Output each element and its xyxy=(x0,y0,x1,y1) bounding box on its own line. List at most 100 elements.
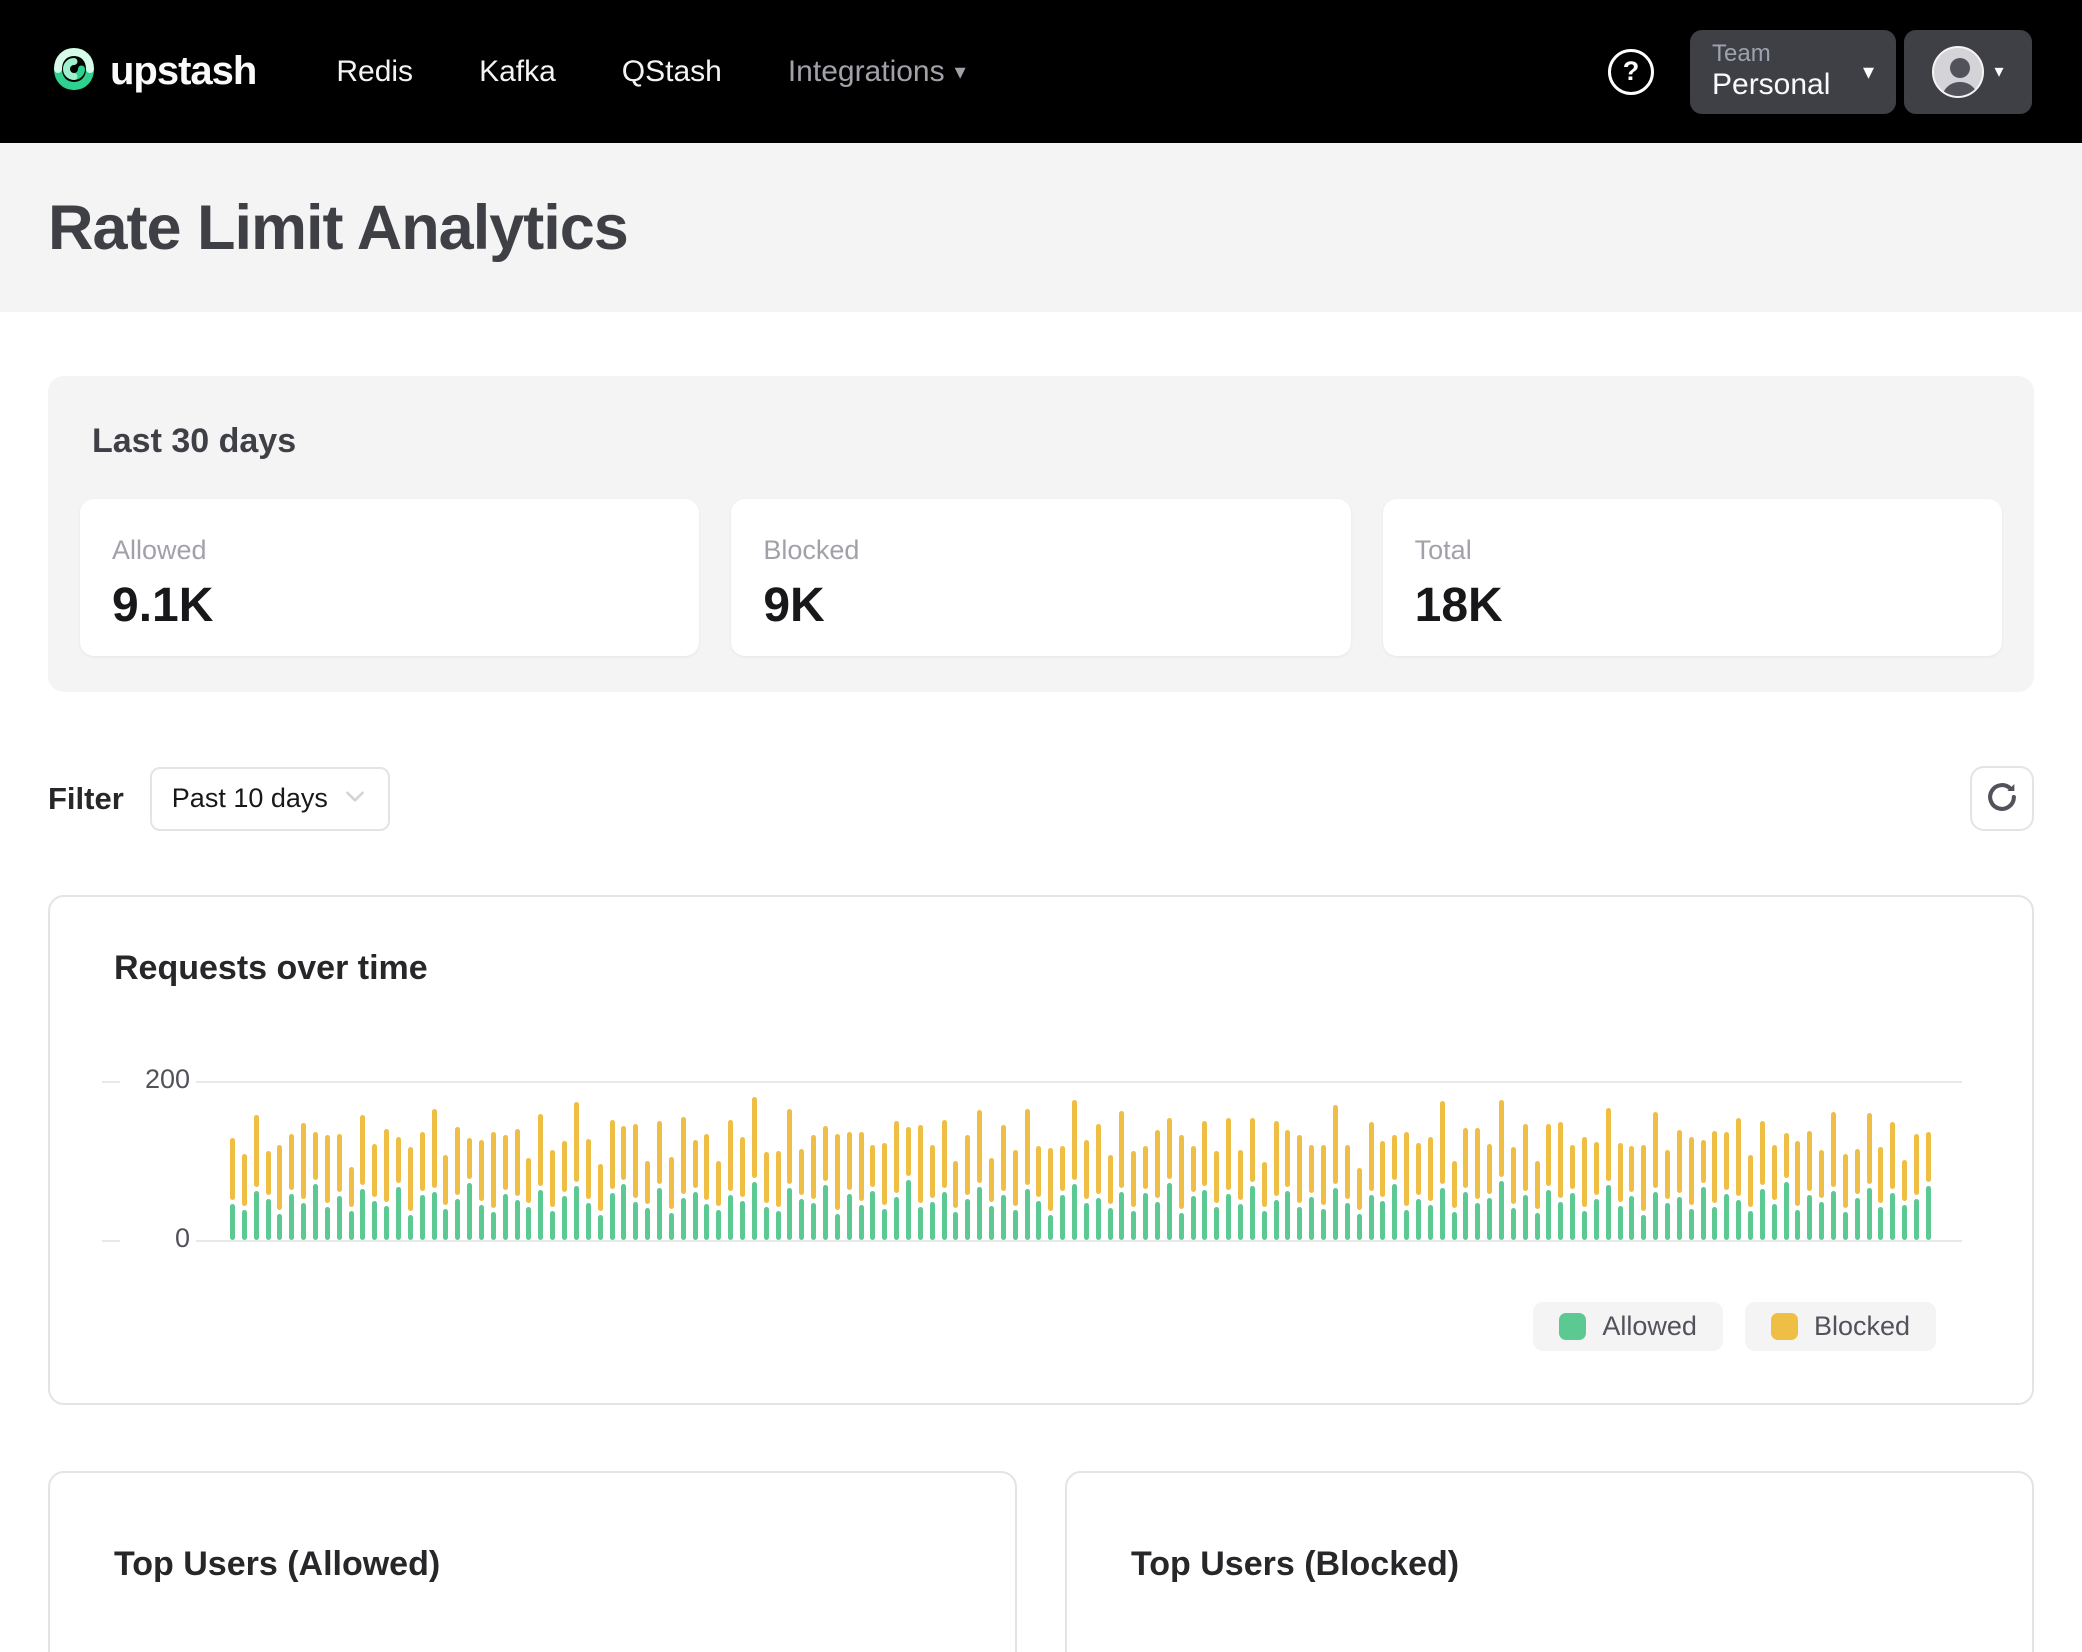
bar-92 xyxy=(1321,1145,1326,1240)
nav-link-qstash[interactable]: QStash xyxy=(622,55,722,89)
stat-label: Allowed xyxy=(112,535,667,566)
stat-value: 9.1K xyxy=(112,578,667,633)
bar-112 xyxy=(1558,1122,1563,1240)
nav-link-kafka[interactable]: Kafka xyxy=(479,55,556,89)
bar-30 xyxy=(586,1139,591,1240)
bar-15 xyxy=(408,1147,413,1240)
bar-125 xyxy=(1712,1131,1717,1240)
bar-77 xyxy=(1143,1146,1148,1240)
bar-138 xyxy=(1867,1113,1872,1240)
bar-84 xyxy=(1226,1118,1231,1240)
bar-79 xyxy=(1167,1118,1172,1240)
bar-1 xyxy=(242,1154,247,1240)
chevron-down-icon: ▾ xyxy=(1994,61,2003,82)
bar-106 xyxy=(1487,1144,1492,1240)
bar-129 xyxy=(1760,1121,1765,1240)
nav-link-integrations[interactable]: Integrations ▾ xyxy=(788,55,966,89)
bar-66 xyxy=(1013,1150,1018,1240)
bar-25 xyxy=(526,1158,531,1240)
bar-62 xyxy=(965,1135,970,1240)
chevron-down-icon: ▾ xyxy=(955,61,966,83)
bar-85 xyxy=(1238,1150,1243,1240)
upstash-logo-icon xyxy=(50,45,98,98)
bar-18 xyxy=(443,1155,448,1240)
bar-81 xyxy=(1191,1146,1196,1240)
bar-90 xyxy=(1297,1135,1302,1240)
user-menu[interactable]: ▾ xyxy=(1904,30,2032,114)
bar-14 xyxy=(396,1137,401,1240)
bar-127 xyxy=(1736,1118,1741,1240)
bar-20 xyxy=(467,1138,472,1240)
help-icon[interactable]: ? xyxy=(1608,49,1654,95)
legend-blocked[interactable]: Blocked xyxy=(1745,1302,1936,1351)
bar-83 xyxy=(1214,1151,1219,1240)
bar-88 xyxy=(1274,1121,1279,1240)
brand-name: upstash xyxy=(110,49,256,94)
bar-141 xyxy=(1902,1160,1907,1240)
bar-22 xyxy=(491,1132,496,1240)
bar-126 xyxy=(1724,1132,1729,1240)
bar-108 xyxy=(1511,1147,1516,1240)
bar-101 xyxy=(1428,1137,1433,1240)
bar-53 xyxy=(859,1132,864,1240)
top-navbar: upstash Redis Kafka QStash Integrations … xyxy=(0,0,2082,143)
bar-72 xyxy=(1084,1140,1089,1240)
stat-row: Allowed 9.1K Blocked 9K Total 18K xyxy=(80,499,2002,656)
bar-102 xyxy=(1440,1101,1445,1240)
bar-105 xyxy=(1475,1128,1480,1240)
bar-110 xyxy=(1535,1161,1540,1240)
bar-134 xyxy=(1819,1150,1824,1240)
page-header: Rate Limit Analytics xyxy=(0,143,2082,312)
bar-42 xyxy=(728,1120,733,1240)
bar-111 xyxy=(1546,1124,1551,1240)
bar-37 xyxy=(669,1157,674,1240)
account-controls: Team Personal ▾ ▾ xyxy=(1690,30,2032,114)
nav-right: ? Team Personal ▾ ▾ xyxy=(1608,30,2032,114)
bar-8 xyxy=(325,1135,330,1240)
team-selector[interactable]: Team Personal ▾ xyxy=(1690,30,1896,114)
refresh-icon xyxy=(1983,778,2021,819)
bar-114 xyxy=(1582,1137,1587,1240)
refresh-button[interactable] xyxy=(1970,766,2034,831)
upstash-brand[interactable]: upstash xyxy=(50,45,256,98)
bar-28 xyxy=(562,1141,567,1240)
bar-33 xyxy=(621,1126,626,1240)
bar-17 xyxy=(432,1109,437,1240)
stat-card-total: Total 18K xyxy=(1383,499,2002,656)
bar-54 xyxy=(870,1145,875,1240)
bar-123 xyxy=(1689,1137,1694,1240)
bar-82 xyxy=(1202,1121,1207,1240)
bar-39 xyxy=(693,1140,698,1240)
bar-113 xyxy=(1570,1145,1575,1240)
bar-103 xyxy=(1452,1161,1457,1240)
stacked-bar-chart[interactable] xyxy=(230,1065,1932,1240)
nav-link-redis[interactable]: Redis xyxy=(336,55,413,89)
bar-23 xyxy=(503,1135,508,1240)
bar-36 xyxy=(657,1121,662,1240)
bar-6 xyxy=(301,1123,306,1240)
bar-78 xyxy=(1155,1130,1160,1240)
nav-links: Redis Kafka QStash Integrations ▾ xyxy=(336,55,965,89)
card-title: Top Users (Blocked) xyxy=(1131,1545,1968,1584)
bar-21 xyxy=(479,1140,484,1240)
date-range-select[interactable]: Past 10 days xyxy=(150,767,390,831)
bar-95 xyxy=(1357,1168,1362,1240)
bar-104 xyxy=(1463,1128,1468,1240)
legend-allowed[interactable]: Allowed xyxy=(1533,1302,1723,1351)
bar-26 xyxy=(538,1114,543,1240)
bar-128 xyxy=(1748,1155,1753,1240)
bar-124 xyxy=(1701,1140,1706,1240)
bar-29 xyxy=(574,1102,579,1240)
filter-row: Filter Past 10 days xyxy=(48,766,2034,831)
bar-69 xyxy=(1048,1148,1053,1240)
filter-label: Filter xyxy=(48,781,124,817)
bar-55 xyxy=(882,1143,887,1240)
bar-5 xyxy=(289,1134,294,1240)
bar-93 xyxy=(1333,1105,1338,1240)
bar-61 xyxy=(953,1161,958,1240)
bar-117 xyxy=(1618,1143,1623,1240)
bar-41 xyxy=(716,1161,721,1240)
requests-chart-card: Requests over time 200 0 Allowed Blocked xyxy=(48,895,2034,1405)
bar-97 xyxy=(1380,1141,1385,1240)
bar-59 xyxy=(930,1145,935,1240)
